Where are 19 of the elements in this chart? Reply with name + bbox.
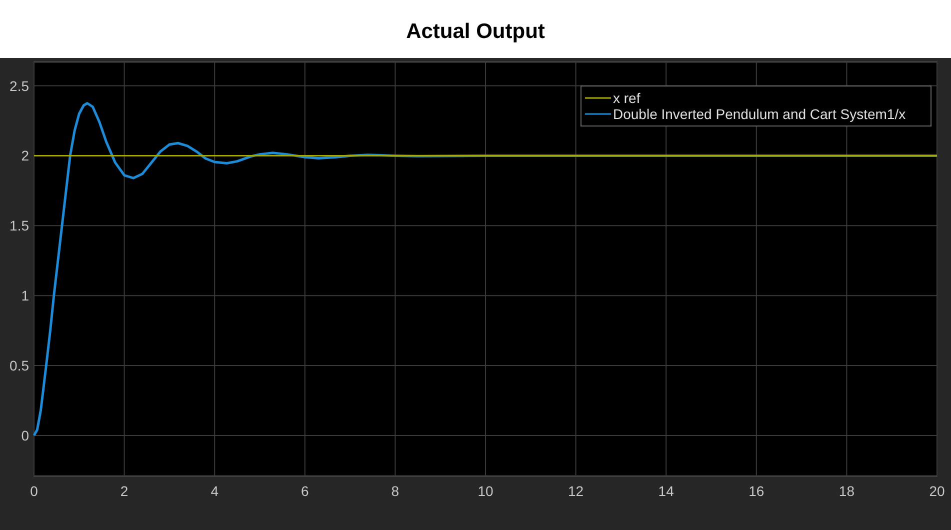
y-tick-label: 1.5	[10, 218, 30, 234]
x-tick-label: 4	[210, 483, 219, 499]
x-tick-label: 16	[748, 483, 764, 499]
y-tick-label: 2.5	[10, 78, 30, 94]
legend-label: x ref	[613, 90, 640, 106]
chart-title: Actual Output	[406, 20, 545, 43]
x-tick-label: 6	[301, 483, 309, 499]
y-tick-label: 1	[21, 288, 30, 304]
x-tick-label: 2	[120, 483, 128, 499]
x-tick-label: 8	[391, 483, 400, 499]
x-tick-label: 20	[929, 483, 945, 499]
x-tick-label: 18	[838, 483, 855, 499]
y-tick-label: 0.5	[10, 358, 30, 374]
y-tick-label: 0	[21, 427, 30, 444]
y-tick-label: 2	[21, 148, 30, 164]
legend-label: Double Inverted Pendulum and Cart System1/x	[613, 106, 906, 122]
x-tick-label: 12	[568, 483, 584, 499]
x-tick-label: 10	[478, 483, 494, 499]
x-tick-label: 14	[658, 483, 674, 499]
